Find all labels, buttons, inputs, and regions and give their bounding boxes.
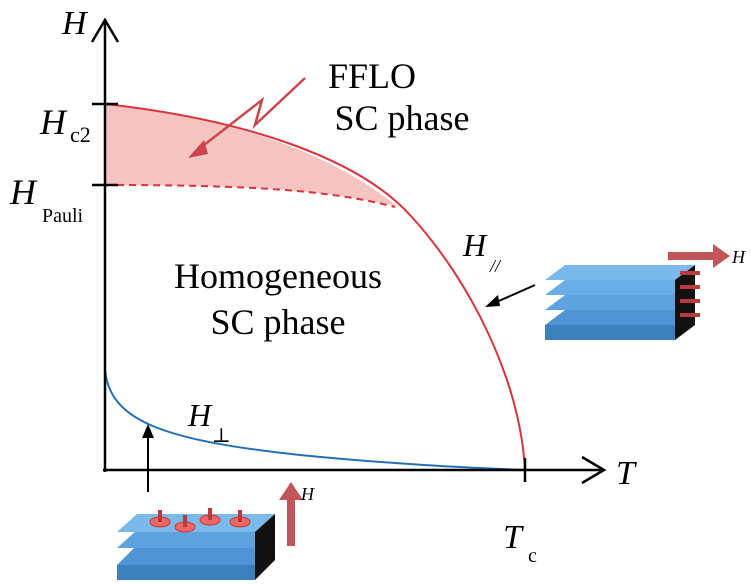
perp-stack <box>117 482 303 580</box>
region-label: Homogeneous <box>174 256 382 296</box>
region-label: SC phase <box>335 98 470 138</box>
y-axis-label: H <box>61 5 89 42</box>
perp-curve <box>105 370 525 470</box>
tick-main: T <box>503 519 524 556</box>
curve-sub: // <box>489 256 502 276</box>
tick-sub: c <box>528 545 537 567</box>
parallel-stack <box>545 244 730 340</box>
field-label: H <box>731 247 746 267</box>
x-axis-label: T <box>616 455 637 492</box>
parallel-pointer-head <box>485 295 500 307</box>
phase-diagram: H T H c2 H Pauli T c FFLO SC phase Homog… <box>0 0 751 584</box>
curve-label: H <box>462 227 488 263</box>
tick-sub: Pauli <box>42 205 84 227</box>
field-label: H <box>300 484 315 504</box>
region-label: SC phase <box>211 302 346 342</box>
curve-sub: ⊥ <box>212 425 231 447</box>
tick-main: H <box>9 172 38 212</box>
tick-sub: c2 <box>70 122 91 147</box>
tick-main: H <box>39 102 68 142</box>
region-label: FFLO <box>328 56 416 96</box>
curve-label: H <box>187 397 213 433</box>
